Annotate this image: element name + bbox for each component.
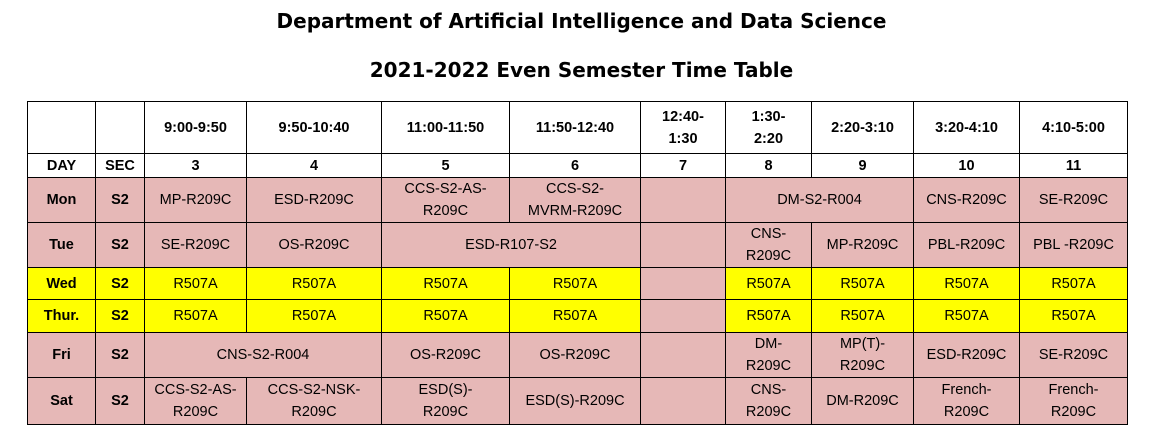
break-cell: [640, 177, 726, 223]
class-cell: CCS-S2- MVRM-R209C: [509, 177, 641, 223]
break-cell: [640, 267, 726, 300]
class-cell: CNS-R209C: [725, 222, 812, 268]
sec-cell: S2: [95, 332, 145, 378]
sec-column-header: SEC: [95, 153, 145, 178]
break-cell: [640, 377, 726, 425]
period-number: 7: [640, 153, 726, 178]
class-cell: DM-S2-R004: [725, 177, 914, 223]
time-slot: 11:50-12:40: [509, 101, 641, 154]
class-cell: R507A: [913, 267, 1020, 300]
table-row-mon: Mon S2 MP-R209C ESD-R209C CCS-S2-AS- R209…: [27, 177, 1128, 223]
day-column-header: DAY: [27, 153, 96, 178]
class-cell: R507A: [811, 299, 914, 333]
time-slot: 12:40- 1:30: [640, 101, 726, 154]
time-slot: 9:50-10:40: [246, 101, 382, 154]
class-cell: R507A: [811, 267, 914, 300]
break-cell: [640, 332, 726, 378]
header-blank-day: [27, 101, 96, 154]
class-cell: CNS-S2-R004: [144, 332, 382, 378]
class-cell: R507A: [246, 299, 382, 333]
class-cell: CNS-R209C: [725, 377, 812, 425]
class-cell: R507A: [246, 267, 382, 300]
sec-cell: S2: [95, 222, 145, 268]
break-cell: [640, 299, 726, 333]
timetable: 9:00-9:50 9:50-10:40 11:00-11:50 11:50-1…: [27, 101, 1128, 425]
class-cell: OS-R209C: [381, 332, 510, 378]
class-cell: R507A: [1019, 299, 1128, 333]
time-slot: 11:00-11:50: [381, 101, 510, 154]
table-row-fri: Fri S2 CNS-S2-R004 OS-R209C OS-R209C DM-…: [27, 332, 1128, 378]
table-row-wed: Wed S2 R507A R507A R507A R507A R507A R50…: [27, 267, 1128, 300]
class-cell: ESD(S)-R209C: [381, 377, 510, 425]
day-cell: Wed: [27, 267, 96, 300]
day-cell: Thur.: [27, 299, 96, 333]
period-number: 4: [246, 153, 382, 178]
class-cell: CNS-R209C: [913, 177, 1020, 223]
class-cell: PBL-R209C: [913, 222, 1020, 268]
class-cell: R507A: [725, 299, 812, 333]
period-number: 3: [144, 153, 247, 178]
class-cell: ESD-R107-S2: [381, 222, 641, 268]
page-title: Department of Artificial Intelligence an…: [276, 9, 887, 33]
sec-cell: S2: [95, 377, 145, 425]
time-header-row: 9:00-9:50 9:50-10:40 11:00-11:50 11:50-1…: [27, 101, 1128, 154]
class-cell: OS-R209C: [246, 222, 382, 268]
period-number: 6: [509, 153, 641, 178]
sec-cell: S2: [95, 177, 145, 223]
class-cell: CCS-S2-AS- R209C: [144, 377, 247, 425]
class-cell: R507A: [509, 299, 641, 333]
class-cell: ESD-R209C: [913, 332, 1020, 378]
class-cell: ESD-R209C: [246, 177, 382, 223]
period-number: 10: [913, 153, 1020, 178]
day-cell: Fri: [27, 332, 96, 378]
class-cell: DM-R209C: [811, 377, 914, 425]
class-cell: French- R209C: [913, 377, 1020, 425]
class-cell: MP-R209C: [811, 222, 914, 268]
time-slot: 1:30- 2:20: [725, 101, 812, 154]
class-cell: R507A: [913, 299, 1020, 333]
time-slot: 9:00-9:50: [144, 101, 247, 154]
class-cell: French- R209C: [1019, 377, 1128, 425]
class-cell: SE-R209C: [1019, 332, 1128, 378]
class-cell: SE-R209C: [1019, 177, 1128, 223]
class-cell: R507A: [381, 299, 510, 333]
class-cell: R507A: [725, 267, 812, 300]
period-number: 9: [811, 153, 914, 178]
period-number: 11: [1019, 153, 1128, 178]
table-row-thur: Thur. S2 R507A R507A R507A R507A R507A R…: [27, 299, 1128, 333]
period-number: 8: [725, 153, 812, 178]
time-slot: 2:20-3:10: [811, 101, 914, 154]
day-cell: Tue: [27, 222, 96, 268]
sec-cell: S2: [95, 299, 145, 333]
period-header-row: DAY SEC 3 4 5 6 7 8 9 10 11: [27, 153, 1128, 178]
header-blank-sec: [95, 101, 145, 154]
class-cell: R507A: [144, 267, 247, 300]
day-cell: Mon: [27, 177, 96, 223]
table-row-tue: Tue S2 SE-R209C OS-R209C ESD-R107-S2 CNS…: [27, 222, 1128, 268]
page-subtitle: 2021-2022 Even Semester Time Table: [369, 58, 794, 82]
time-slot: 3:20-4:10: [913, 101, 1020, 154]
class-cell: MP(T)- R209C: [811, 332, 914, 378]
class-cell: CCS-S2-AS- R209C: [381, 177, 510, 223]
class-cell: R507A: [1019, 267, 1128, 300]
day-cell: Sat: [27, 377, 96, 425]
class-cell: MP-R209C: [144, 177, 247, 223]
class-cell: R507A: [509, 267, 641, 300]
sec-cell: S2: [95, 267, 145, 300]
time-slot: 4:10-5:00: [1019, 101, 1128, 154]
break-cell: [640, 222, 726, 268]
class-cell: R507A: [381, 267, 510, 300]
class-cell: SE-R209C: [144, 222, 247, 268]
table-row-sat: Sat S2 CCS-S2-AS- R209C CCS-S2-NSK- R209C …: [27, 377, 1128, 425]
class-cell: R507A: [144, 299, 247, 333]
class-cell: PBL -R209C: [1019, 222, 1128, 268]
class-cell: OS-R209C: [509, 332, 641, 378]
period-number: 5: [381, 153, 510, 178]
class-cell: CCS-S2-NSK- R209C: [246, 377, 382, 425]
class-cell: DM-R209C: [725, 332, 812, 378]
class-cell: ESD(S)-R209C: [509, 377, 641, 425]
